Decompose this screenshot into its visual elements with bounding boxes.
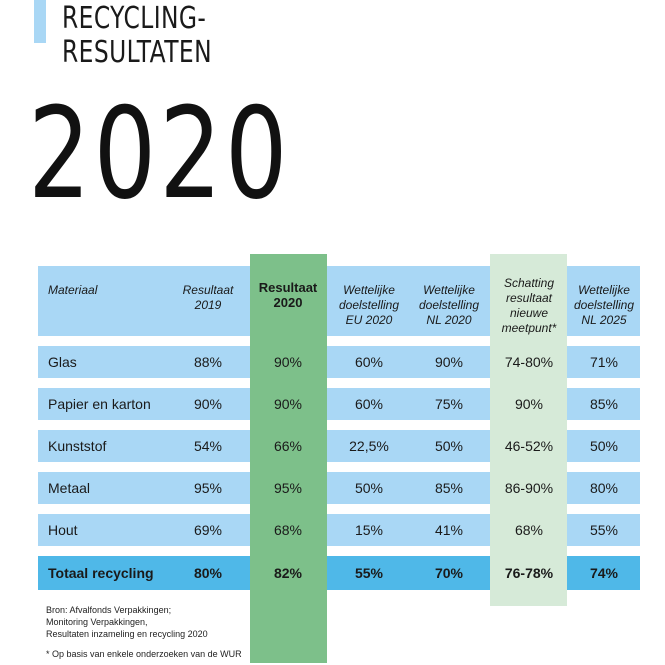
cell-res2019: 90% [193,396,223,412]
cell-nl2025: 80% [589,480,619,496]
table-total-row: Totaal recycling 80% 82% 55% 70% 76-78% … [38,556,640,590]
cell-res2019: 54% [193,438,223,454]
title-line-2: RESULTATEN [62,35,212,70]
cell-res2020: 95% [273,480,303,496]
cell-res2019: 69% [193,522,223,538]
cell-material: Metaal [48,480,91,496]
cell-res2020: 90% [273,396,303,412]
table-row: Papier en karton 90% 90% 60% 75% 90% 85% [38,388,640,420]
cell-nl2020: 75% [434,396,464,412]
result-2020-column-highlight [250,254,327,663]
estimate-column-highlight [490,254,567,606]
header-eu-2020: Wettelijke doelstelling EU 2020 [338,283,400,327]
cell-material: Hout [48,522,78,538]
cell-nl2025: 85% [589,396,619,412]
cell-schatting: 90% [514,396,544,412]
cell-nl2025: 50% [589,438,619,454]
table-row: Metaal 95% 95% 50% 85% 86-90% 80% [38,472,640,504]
cell-schatting: 68% [514,522,544,538]
accent-bar [34,0,46,43]
cell-nl2025: 71% [589,354,619,370]
cell-eu2020: 60% [354,354,384,370]
cell-nl2020: 41% [434,522,464,538]
cell-nl2020: 85% [434,480,464,496]
cell-eu2020: 50% [354,480,384,496]
source-note: Bron: Afvalfonds Verpakkingen; Monitorin… [46,604,208,640]
cell-nl2020: 70% [434,565,464,581]
cell-nl2020: 90% [434,354,464,370]
header-schatting: Schatting resultaat nieuwe meetpunt* [501,276,557,335]
cell-nl2020: 50% [434,438,464,454]
year-heading: 2020 [28,80,291,227]
cell-schatting: 46-52% [504,438,554,454]
cell-eu2020: 15% [354,522,384,538]
table-row: Glas 88% 90% 60% 90% 74-80% 71% [38,346,640,378]
cell-eu2020: 22,5% [349,438,389,454]
title-line-1: RECYCLING- [62,1,207,36]
cell-schatting: 76-78% [504,565,554,581]
table-row: Hout 69% 68% 15% 41% 68% 55% [38,514,640,546]
table-header-row: Materiaal Resultaat 2019 Resultaat 2020 … [38,266,640,336]
header-resultaat-2020: Resultaat 2020 [258,280,318,310]
table-row: Kunststof 54% 66% 22,5% 50% 46-52% 50% [38,430,640,462]
cell-res2020: 66% [273,438,303,454]
source-line-1: Bron: Afvalfonds Verpakkingen; [46,605,172,615]
source-line-2: Monitoring Verpakkingen, [46,617,148,627]
cell-material: Papier en karton [48,396,151,412]
source-line-3: Resultaten inzameling en recycling 2020 [46,629,208,639]
header-materiaal: Materiaal [48,283,98,297]
cell-schatting: 86-90% [504,480,554,496]
cell-nl2025: 55% [589,522,619,538]
cell-material: Kunststof [48,438,107,454]
cell-res2019: 95% [193,480,223,496]
cell-res2020: 90% [273,354,303,370]
cell-res2020: 82% [273,565,303,581]
cell-res2020: 68% [273,522,303,538]
cell-eu2020: 55% [354,565,384,581]
cell-res2019: 80% [193,565,223,581]
footnote: * Op basis van enkele onderzoeken van de… [46,649,242,659]
page-title: RECYCLING- RESULTATEN [62,2,212,70]
header-nl-2020: Wettelijke doelstelling NL 2020 [418,283,480,327]
cell-material: Totaal recycling [48,565,154,581]
header-nl-2025: Wettelijke doelstelling NL 2025 [573,283,635,327]
cell-nl2025: 74% [589,565,619,581]
header-resultaat-2019: Resultaat 2019 [182,283,234,312]
cell-eu2020: 60% [354,396,384,412]
cell-material: Glas [48,354,77,370]
cell-schatting: 74-80% [504,354,554,370]
cell-res2019: 88% [193,354,223,370]
